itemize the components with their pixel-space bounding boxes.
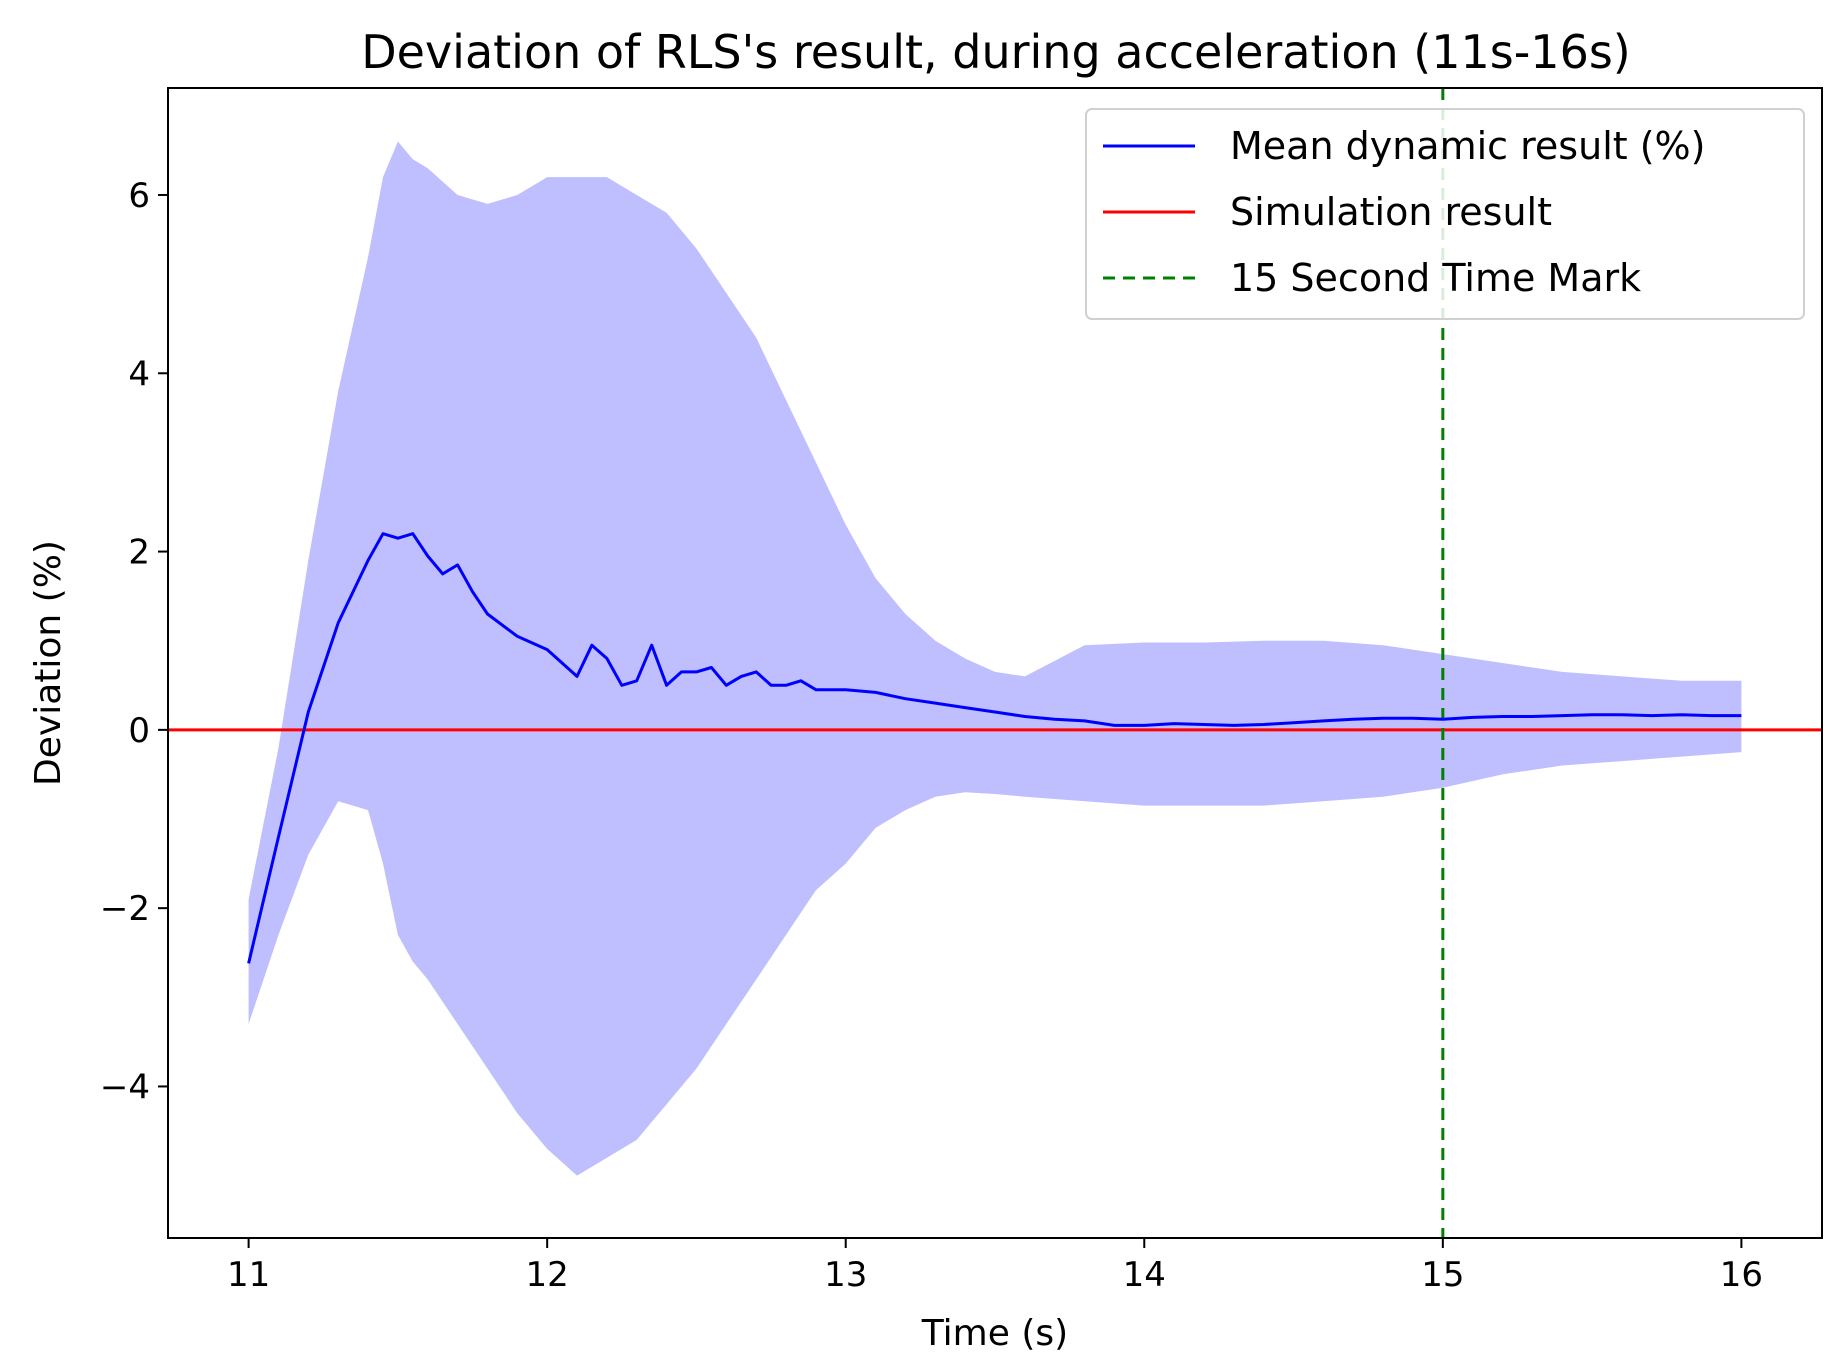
legend-box	[1085, 108, 1805, 320]
legend: Mean dynamic result (%) Simulation resul…	[1085, 108, 1805, 320]
y-tick-label: 0	[128, 711, 150, 751]
y-axis-title: Deviation (%)	[28, 540, 69, 786]
y-tick-label: −2	[100, 889, 150, 929]
legend-label-mean: Mean dynamic result (%)	[1230, 124, 1705, 168]
x-tick-label: 15	[1421, 1255, 1464, 1295]
x-tick-label: 14	[1123, 1255, 1166, 1295]
chart-title: Deviation of RLS's result, during accele…	[361, 25, 1631, 79]
y-tick-label: 6	[128, 176, 150, 216]
x-tick-label: 12	[526, 1255, 569, 1295]
y-tick-label: −4	[100, 1067, 150, 1107]
x-tick-label: 16	[1720, 1255, 1763, 1295]
x-tick-label: 11	[227, 1255, 270, 1295]
y-axis-ticks: −4 −2 0 2 4 6	[100, 176, 168, 1107]
y-tick-label: 4	[128, 354, 150, 394]
mean-dynamic-result-line	[247, 532, 1742, 964]
legend-label-time-mark: 15 Second Time Mark	[1230, 256, 1641, 300]
spread-band-area	[248, 141, 1742, 1176]
spread-band	[248, 141, 1742, 1176]
x-tick-label: 13	[824, 1255, 867, 1295]
x-axis-ticks: 11 12 13 14 15 16	[227, 1238, 1763, 1295]
x-axis-title: Time (s)	[921, 1313, 1068, 1354]
legend-label-simulation: Simulation result	[1230, 190, 1552, 234]
y-tick-label: 2	[128, 533, 150, 573]
plot-frame	[167, 87, 1823, 1239]
